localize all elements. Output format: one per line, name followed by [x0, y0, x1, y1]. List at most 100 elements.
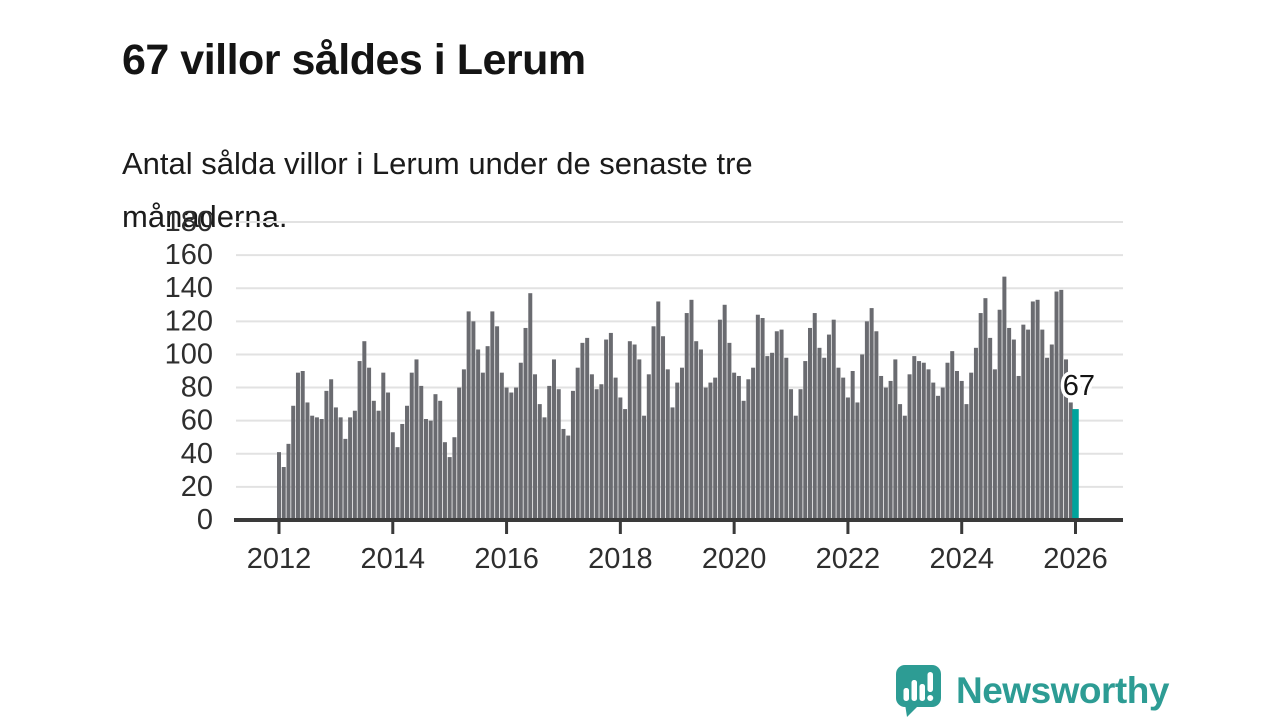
bar [817, 347, 822, 520]
bar [959, 380, 964, 520]
bar [1045, 357, 1050, 520]
x-axis-tick-label: 2020 [702, 543, 767, 575]
bar [433, 394, 438, 520]
bar [281, 467, 286, 520]
bar [684, 313, 689, 520]
bar [954, 371, 959, 520]
bar [376, 410, 381, 520]
value-annotation: 67 [1063, 370, 1095, 402]
bar [1030, 301, 1035, 520]
bar [608, 332, 613, 520]
bar [717, 319, 722, 520]
bar [300, 371, 305, 520]
y-axis-tick-label: 180 [165, 206, 213, 238]
logo-exclamation-dot [927, 695, 934, 701]
bar [765, 356, 770, 520]
bar [414, 359, 419, 520]
bar [395, 447, 400, 520]
bar [504, 387, 509, 520]
bar [604, 339, 609, 520]
bar [613, 377, 618, 520]
y-axis-tick-label: 160 [165, 239, 213, 271]
bar [329, 379, 334, 520]
bar [983, 298, 988, 520]
bar [893, 359, 898, 520]
bar [808, 327, 812, 520]
bar [352, 410, 357, 520]
bar [703, 387, 708, 520]
bar [618, 397, 623, 520]
bar [836, 367, 841, 520]
bar [566, 435, 571, 520]
bar [969, 372, 974, 520]
y-axis-tick-label: 120 [165, 305, 213, 337]
newsworthy-logo: Newsworthy [895, 664, 1169, 717]
bar [869, 308, 874, 520]
bar [727, 342, 732, 520]
bar [708, 382, 713, 520]
bar [812, 313, 817, 520]
bar [642, 415, 647, 520]
bar [490, 311, 495, 520]
logo-bar-tall [911, 680, 917, 701]
y-axis-tick-label: 40 [181, 438, 213, 470]
bar [665, 369, 670, 520]
newsworthy-logo-icon [896, 665, 941, 717]
bar [599, 384, 604, 520]
y-axis-tick-label: 20 [181, 471, 213, 503]
y-axis-tick-label: 0 [197, 504, 213, 536]
bar [623, 409, 628, 520]
bar [803, 361, 808, 520]
bar [476, 349, 481, 520]
bar [438, 400, 443, 520]
bar [698, 349, 703, 520]
bar [779, 329, 784, 520]
bar [736, 375, 741, 520]
bar [580, 342, 585, 520]
logo-bar-medium [919, 684, 925, 701]
bar [452, 437, 457, 520]
bar [850, 371, 855, 520]
bar [945, 362, 950, 520]
bar [589, 374, 594, 520]
bar [518, 362, 523, 520]
bar [428, 420, 433, 520]
bar [732, 372, 737, 520]
bar [381, 372, 386, 520]
x-axis-tick-label: 2018 [588, 543, 653, 575]
bar [888, 380, 893, 520]
chart-subtitle-line-2: månaderna. [122, 199, 288, 234]
chart-subtitle-line-1: Antal sålda villor i Lerum under de sena… [122, 146, 753, 181]
bar [348, 417, 353, 520]
bar [485, 346, 490, 520]
bar [651, 326, 656, 520]
bar [921, 362, 926, 520]
bar [1026, 329, 1031, 520]
x-axis-tick-label: 2022 [816, 543, 881, 575]
bar [770, 352, 775, 520]
bar [784, 357, 789, 520]
bar [390, 432, 395, 520]
bar [798, 389, 803, 520]
bar [556, 389, 561, 520]
bar [367, 367, 372, 520]
bar [713, 377, 718, 520]
bar [992, 369, 997, 520]
bar [822, 357, 827, 520]
bar [405, 405, 410, 520]
bar [831, 319, 836, 520]
bar [466, 311, 471, 520]
bar [940, 387, 945, 520]
current-period-bar [1072, 409, 1079, 520]
bar [514, 387, 519, 520]
bar [409, 372, 414, 520]
page-title: 67 villor såldes i Lerum [122, 35, 586, 84]
bar [964, 404, 969, 520]
bar [689, 299, 694, 520]
x-axis-tick-label: 2016 [474, 543, 539, 575]
bar [277, 452, 281, 520]
bar [447, 457, 452, 520]
bar [902, 415, 907, 520]
bar [950, 351, 955, 520]
bar [1068, 402, 1073, 520]
